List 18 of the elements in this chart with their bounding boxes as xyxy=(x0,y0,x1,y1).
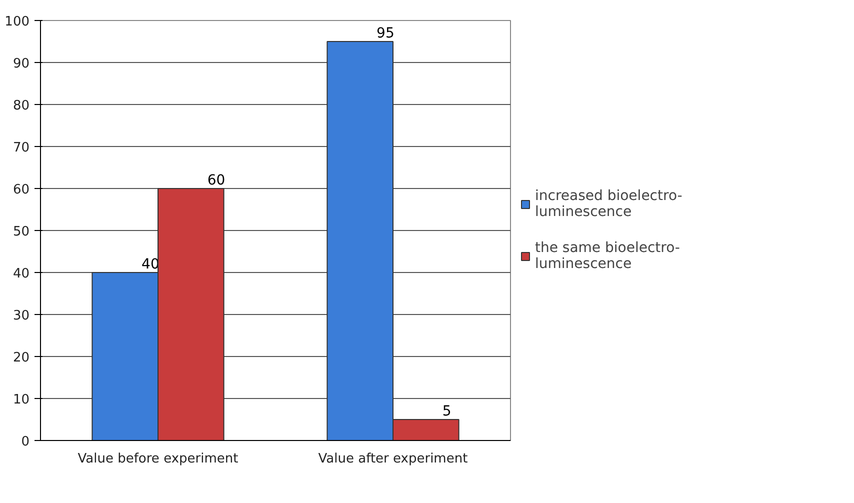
y-tick-label: 100 xyxy=(4,14,30,30)
y-tick-label: 80 xyxy=(12,98,30,114)
data-label: 5 xyxy=(442,404,452,420)
y-tick-label: 30 xyxy=(12,308,30,324)
y-tick-label: 10 xyxy=(12,392,30,408)
y-tick-label: 50 xyxy=(12,224,30,240)
x-tick-label: Value before experiment xyxy=(78,452,238,466)
y-tick-label: 20 xyxy=(12,350,30,366)
data-label: 95 xyxy=(376,26,394,42)
x-tick-label: Value after experiment xyxy=(318,452,468,466)
legend-label: the same bioelectro-luminescence xyxy=(535,240,680,272)
y-tick-label: 0 xyxy=(21,434,30,450)
y-tick-label: 90 xyxy=(12,56,30,72)
y-tick-label: 40 xyxy=(12,266,30,282)
y-tick-label: 70 xyxy=(12,140,30,156)
data-label: 60 xyxy=(207,172,226,188)
legend-label: increased bioelectro-luminescence xyxy=(535,188,682,220)
y-tick-label: 60 xyxy=(12,182,30,198)
